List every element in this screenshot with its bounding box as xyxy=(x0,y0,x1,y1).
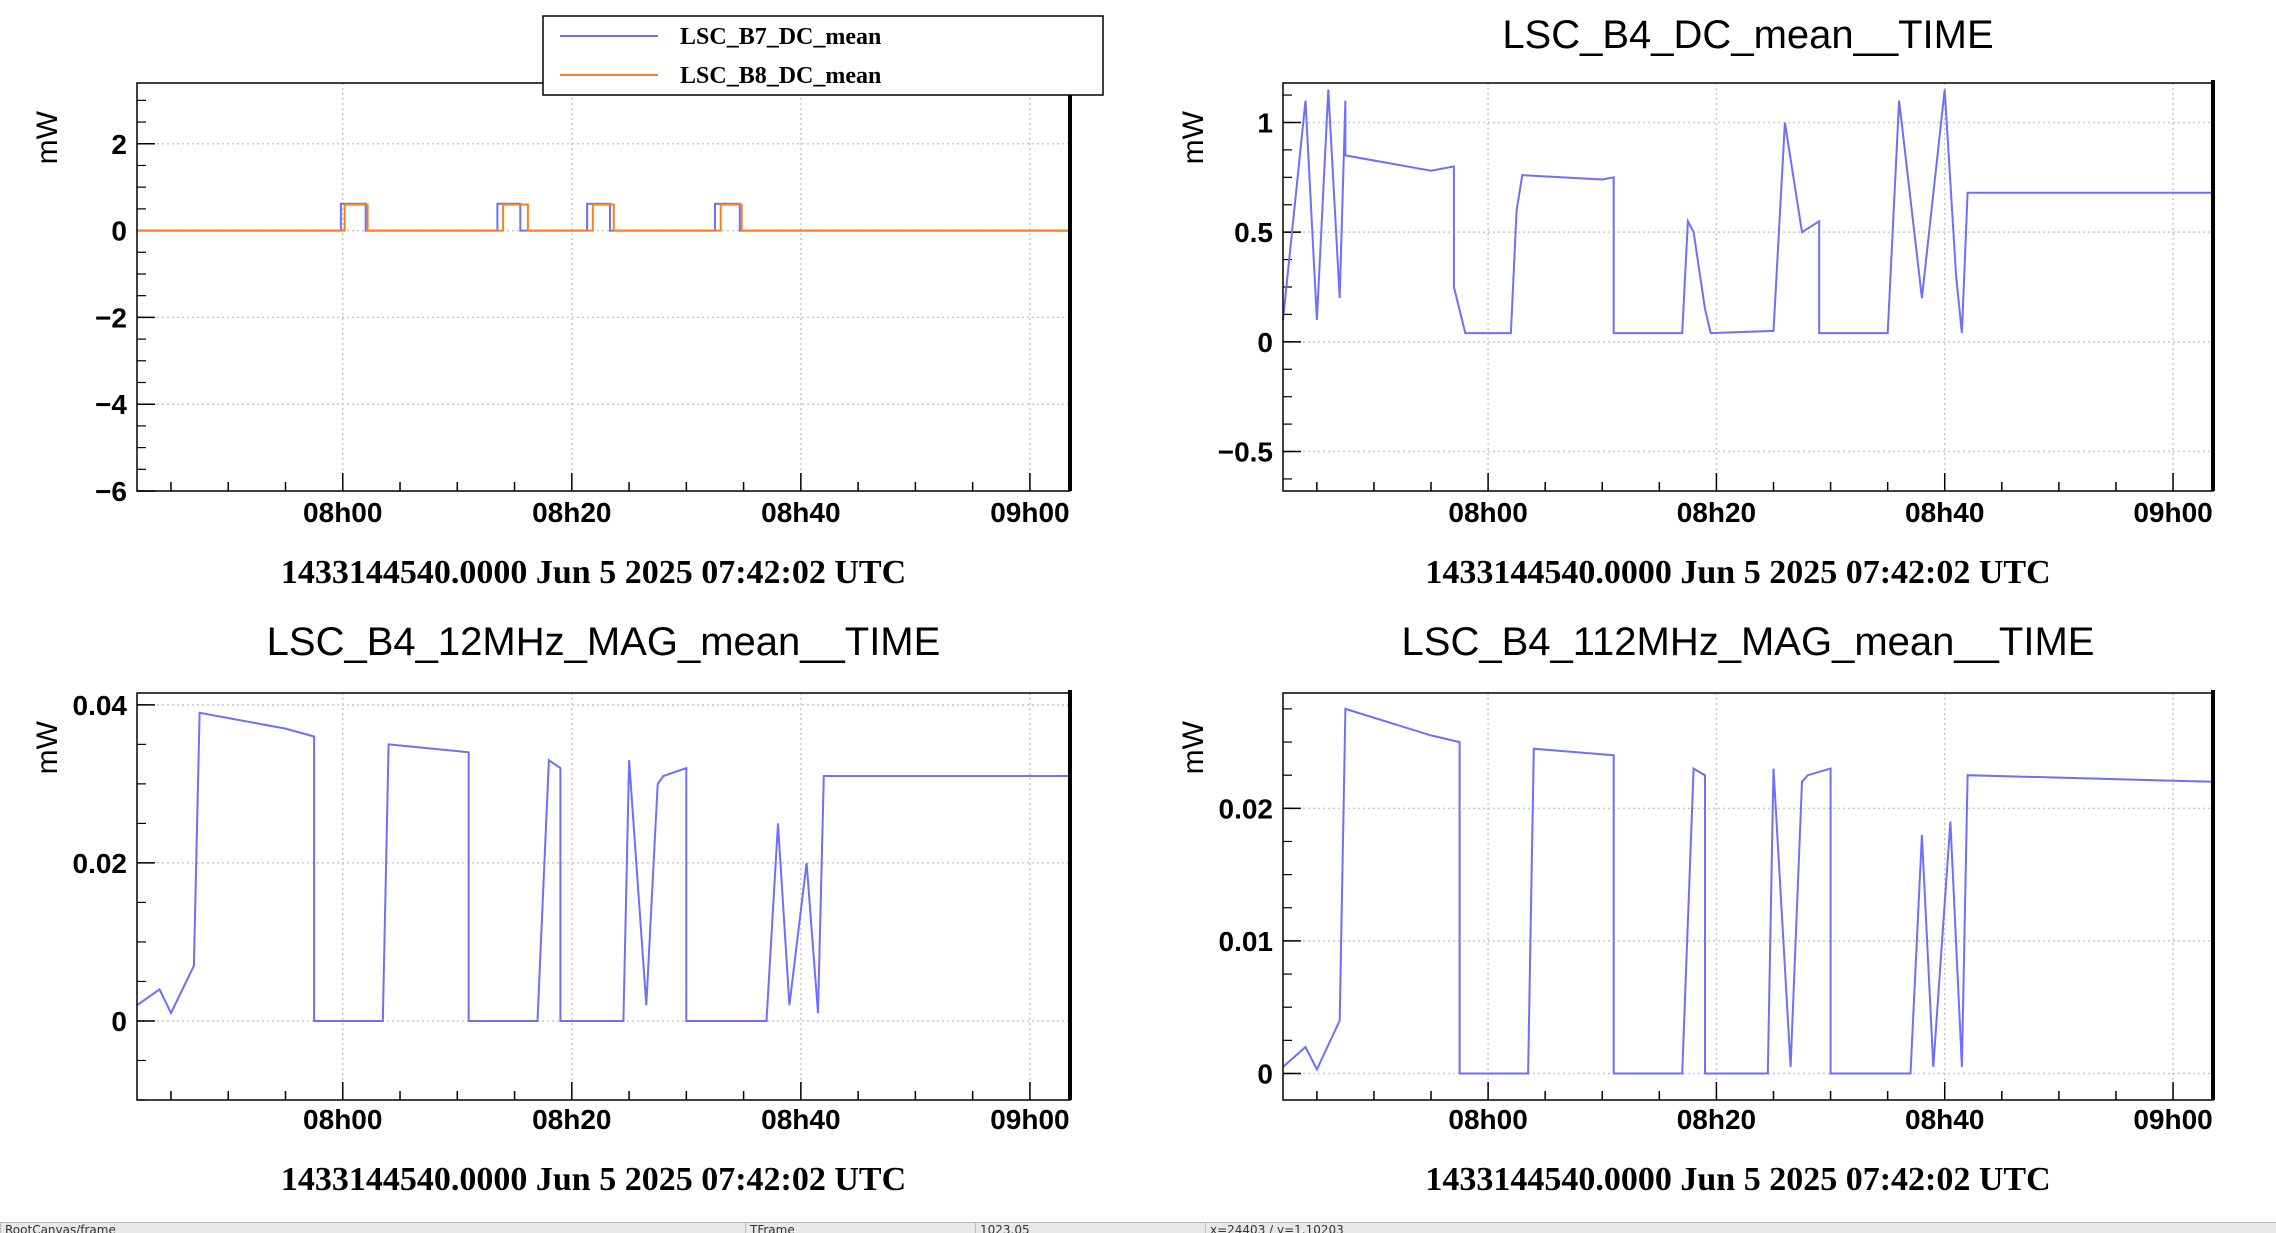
y-tick-label: 0 xyxy=(111,216,127,247)
x-tick-label: 08h20 xyxy=(532,1104,611,1135)
plot-frame xyxy=(1282,692,2214,1101)
y-axis-label: mW xyxy=(31,720,64,774)
chart-bottom-left: 08h00 08h20 08h40 09h00 0 0.02 0.04 mW 143314454… xyxy=(31,620,1072,1198)
y-tick-label: 1 xyxy=(1257,107,1273,138)
chart-title: LSC_B4_12MHz_MAG_mean__TIME xyxy=(267,620,941,664)
chart-title: LSC_B4_DC_mean__TIME xyxy=(1502,13,1993,57)
x-axis-label: 1433144540.0000 Jun 5 2025 07:42:02 UTC xyxy=(1425,554,2050,591)
plot-frame xyxy=(136,692,1071,1101)
x-axis-label: 1433144540.0000 Jun 5 2025 07:42:02 UTC xyxy=(281,554,906,591)
y-tick-label: −0.5 xyxy=(1218,437,1273,468)
y-tick-label: 0 xyxy=(1257,327,1273,358)
chart-bottom-right: 08h00 08h20 08h40 09h00 0 0.01 0.02 mW 143314454… xyxy=(1177,620,2215,1198)
series-line-1 xyxy=(1282,89,2213,335)
x-tick-label: 09h00 xyxy=(990,1104,1069,1135)
legend-box xyxy=(542,15,1104,96)
y-tick-label: 0 xyxy=(1257,1058,1273,1089)
series-line-2 xyxy=(137,203,1070,232)
x-tick-label: 09h00 xyxy=(990,497,1069,528)
chart-top-left: 08h00 08h20 08h40 09h00 −6 −4 −2 0 2 mW 1433144540… xyxy=(31,15,1104,591)
status-class: TFrame xyxy=(745,1223,970,1233)
y-tick-label: 0.02 xyxy=(1219,793,1274,824)
x-tick-label: 08h20 xyxy=(532,497,611,528)
y-tick-label: 0.5 xyxy=(1234,217,1273,248)
y-tick-label: 0.01 xyxy=(1219,926,1274,957)
y-tick-label: 0.04 xyxy=(73,690,128,721)
x-tick-label: 09h00 xyxy=(2133,1104,2212,1135)
chart-title: LSC_B4_112MHz_MAG_mean__TIME xyxy=(1402,620,2095,664)
x-tick-label: 09h00 xyxy=(2133,497,2212,528)
legend-label: LSC_B7_DC_mean xyxy=(680,24,881,50)
x-tick-label: 08h20 xyxy=(1677,497,1756,528)
y-tick-label: 0.02 xyxy=(73,848,128,879)
y-tick-label: 0 xyxy=(111,1006,127,1037)
y-tick-label: −4 xyxy=(95,389,127,420)
series-line-1 xyxy=(1282,707,2214,1075)
chart-top-right: 08h00 08h20 08h40 09h00 −0.5 0 0.5 1 mW 143314454… xyxy=(1177,13,2215,591)
y-axis-label: mW xyxy=(1177,720,1210,774)
plot-frame xyxy=(1282,82,2214,492)
legend-label: LSC_B8_DC_mean xyxy=(680,63,881,89)
x-tick-label: 08h00 xyxy=(303,1104,382,1135)
series-line-1 xyxy=(136,711,1070,1022)
x-tick-label: 08h00 xyxy=(1448,497,1527,528)
y-axis-label: mW xyxy=(1177,110,1210,164)
chart-legend: LSC_B7_DC_mean LSC_B8_DC_mean xyxy=(542,15,1104,96)
series-line-1 xyxy=(137,202,1070,232)
x-tick-label: 08h40 xyxy=(1905,497,1984,528)
x-axis-label: 1433144540.0000 Jun 5 2025 07:42:02 UTC xyxy=(281,1161,906,1198)
status-value: 1023.05 xyxy=(975,1223,1200,1233)
x-tick-label: 08h40 xyxy=(761,1104,840,1135)
x-tick-label: 08h00 xyxy=(303,497,382,528)
x-tick-label: 08h20 xyxy=(1677,1104,1756,1135)
x-tick-label: 08h40 xyxy=(761,497,840,528)
y-tick-label: −6 xyxy=(95,476,127,507)
x-axis-label: 1433144540.0000 Jun 5 2025 07:42:02 UTC xyxy=(1425,1161,2050,1198)
status-object: RootCanvas/frame xyxy=(0,1223,745,1233)
x-tick-label: 08h40 xyxy=(1905,1104,1984,1135)
x-tick-label: 08h00 xyxy=(1448,1104,1527,1135)
y-axis-label: mW xyxy=(31,110,64,164)
y-tick-label: 2 xyxy=(111,129,127,160)
y-tick-label: −2 xyxy=(95,302,127,333)
status-coords: x=24403 / y=1.10203 xyxy=(1205,1223,2270,1233)
status-bar: RootCanvas/frame TFrame 1023.05 x=24403 … xyxy=(0,1222,2276,1233)
